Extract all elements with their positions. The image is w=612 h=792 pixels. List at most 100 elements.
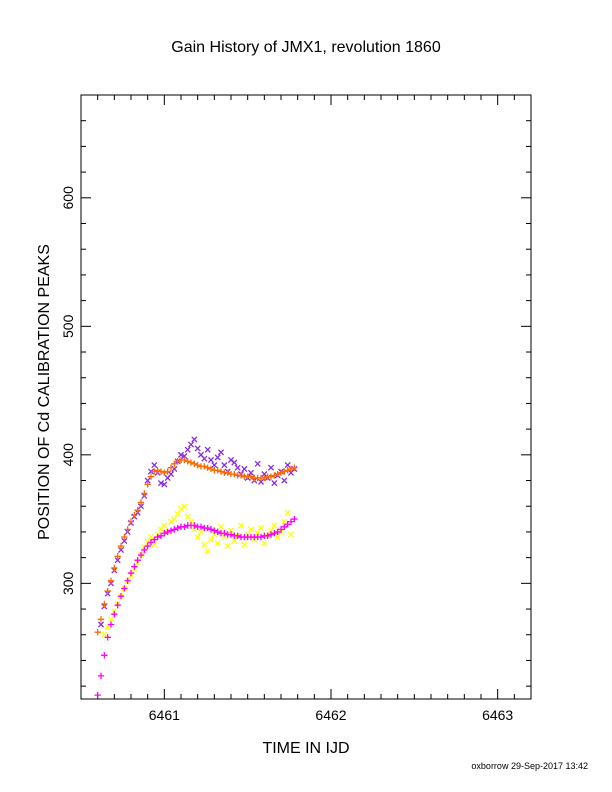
data-point	[161, 530, 168, 537]
data-point	[134, 557, 141, 564]
data-point	[94, 691, 101, 699]
data-point	[94, 628, 101, 636]
data-point	[204, 446, 211, 453]
data-point	[254, 460, 261, 467]
data-point	[174, 510, 181, 518]
data-point	[214, 467, 221, 474]
data-point	[147, 539, 155, 546]
data-point	[131, 512, 138, 519]
data-point	[121, 533, 128, 541]
data-point	[161, 522, 168, 529]
data-point	[144, 539, 151, 546]
data-point	[181, 523, 188, 530]
data-point	[227, 527, 235, 534]
data-point	[201, 455, 208, 462]
data-point	[291, 515, 298, 523]
data-point	[204, 548, 211, 555]
data-point	[151, 536, 158, 543]
data-point	[247, 469, 255, 476]
data-point	[271, 522, 278, 529]
data-point	[231, 537, 238, 544]
data-point	[191, 460, 198, 468]
y-tick-label: 400	[60, 443, 76, 467]
data-point	[161, 469, 168, 477]
data-point	[97, 616, 105, 623]
data-point	[207, 456, 215, 464]
data-point	[191, 436, 198, 443]
data-point	[271, 472, 278, 479]
data-point	[107, 616, 115, 623]
data-point	[274, 528, 281, 536]
y-tick-label: 600	[60, 186, 76, 210]
data-point	[181, 503, 188, 510]
data-point	[271, 530, 278, 537]
data-point	[284, 462, 291, 469]
data-point	[104, 623, 111, 631]
data-point	[171, 516, 178, 523]
data-point	[187, 459, 195, 466]
data-point	[247, 473, 255, 480]
data-point	[187, 518, 195, 525]
data-point	[291, 464, 298, 471]
data-point	[184, 513, 191, 520]
y-tick-label: 500	[60, 314, 76, 338]
data-point	[224, 543, 231, 550]
footer-stamp: oxborrow 29-Sep-2017 13:42	[471, 761, 588, 771]
data-point	[117, 546, 125, 553]
data-point	[281, 518, 288, 525]
data-point	[101, 631, 108, 638]
data-point	[284, 509, 291, 516]
data-point	[247, 526, 255, 533]
data-point	[234, 532, 241, 539]
data-point	[281, 523, 288, 530]
data-point	[114, 553, 121, 560]
plot-frame	[80, 94, 532, 700]
data-point	[204, 524, 211, 532]
data-point	[127, 518, 135, 525]
data-point	[121, 537, 128, 544]
data-point	[204, 464, 211, 471]
data-point	[221, 534, 228, 541]
data-point	[167, 464, 175, 471]
data-point	[207, 536, 215, 543]
data-point	[111, 610, 118, 618]
data-point	[124, 526, 131, 533]
axis-ticks	[81, 94, 532, 699]
data-point	[151, 541, 158, 548]
data-point	[264, 532, 271, 539]
y-tick-label: 300	[60, 571, 76, 595]
data-point	[151, 468, 158, 475]
data-point	[121, 585, 128, 592]
data-point	[107, 577, 115, 584]
data-point	[287, 531, 295, 538]
data-point	[144, 481, 151, 488]
data-point	[271, 480, 278, 487]
data-point	[117, 592, 125, 600]
data-point	[104, 634, 111, 641]
series-4	[94, 515, 298, 699]
data-point	[207, 465, 215, 473]
data-point	[184, 446, 191, 453]
data-point	[241, 541, 248, 548]
tick-labels: 6461 6462 6463 300 400 500 600	[60, 186, 513, 723]
data-point	[184, 458, 191, 465]
data-point	[131, 563, 138, 570]
data-point	[214, 540, 221, 547]
data-point	[134, 506, 141, 514]
data-point	[174, 458, 181, 465]
data-point	[141, 546, 148, 554]
data-point	[167, 471, 175, 478]
data-point	[181, 456, 188, 464]
data-point	[217, 468, 225, 475]
data-point	[224, 469, 231, 477]
data-point	[191, 522, 198, 529]
data-point	[171, 460, 178, 468]
data-point	[191, 526, 198, 533]
data-point	[214, 528, 221, 536]
data-point	[157, 468, 165, 475]
data-point	[127, 569, 135, 577]
data-point	[267, 527, 275, 534]
data-point	[257, 533, 265, 541]
data-point	[114, 557, 121, 564]
